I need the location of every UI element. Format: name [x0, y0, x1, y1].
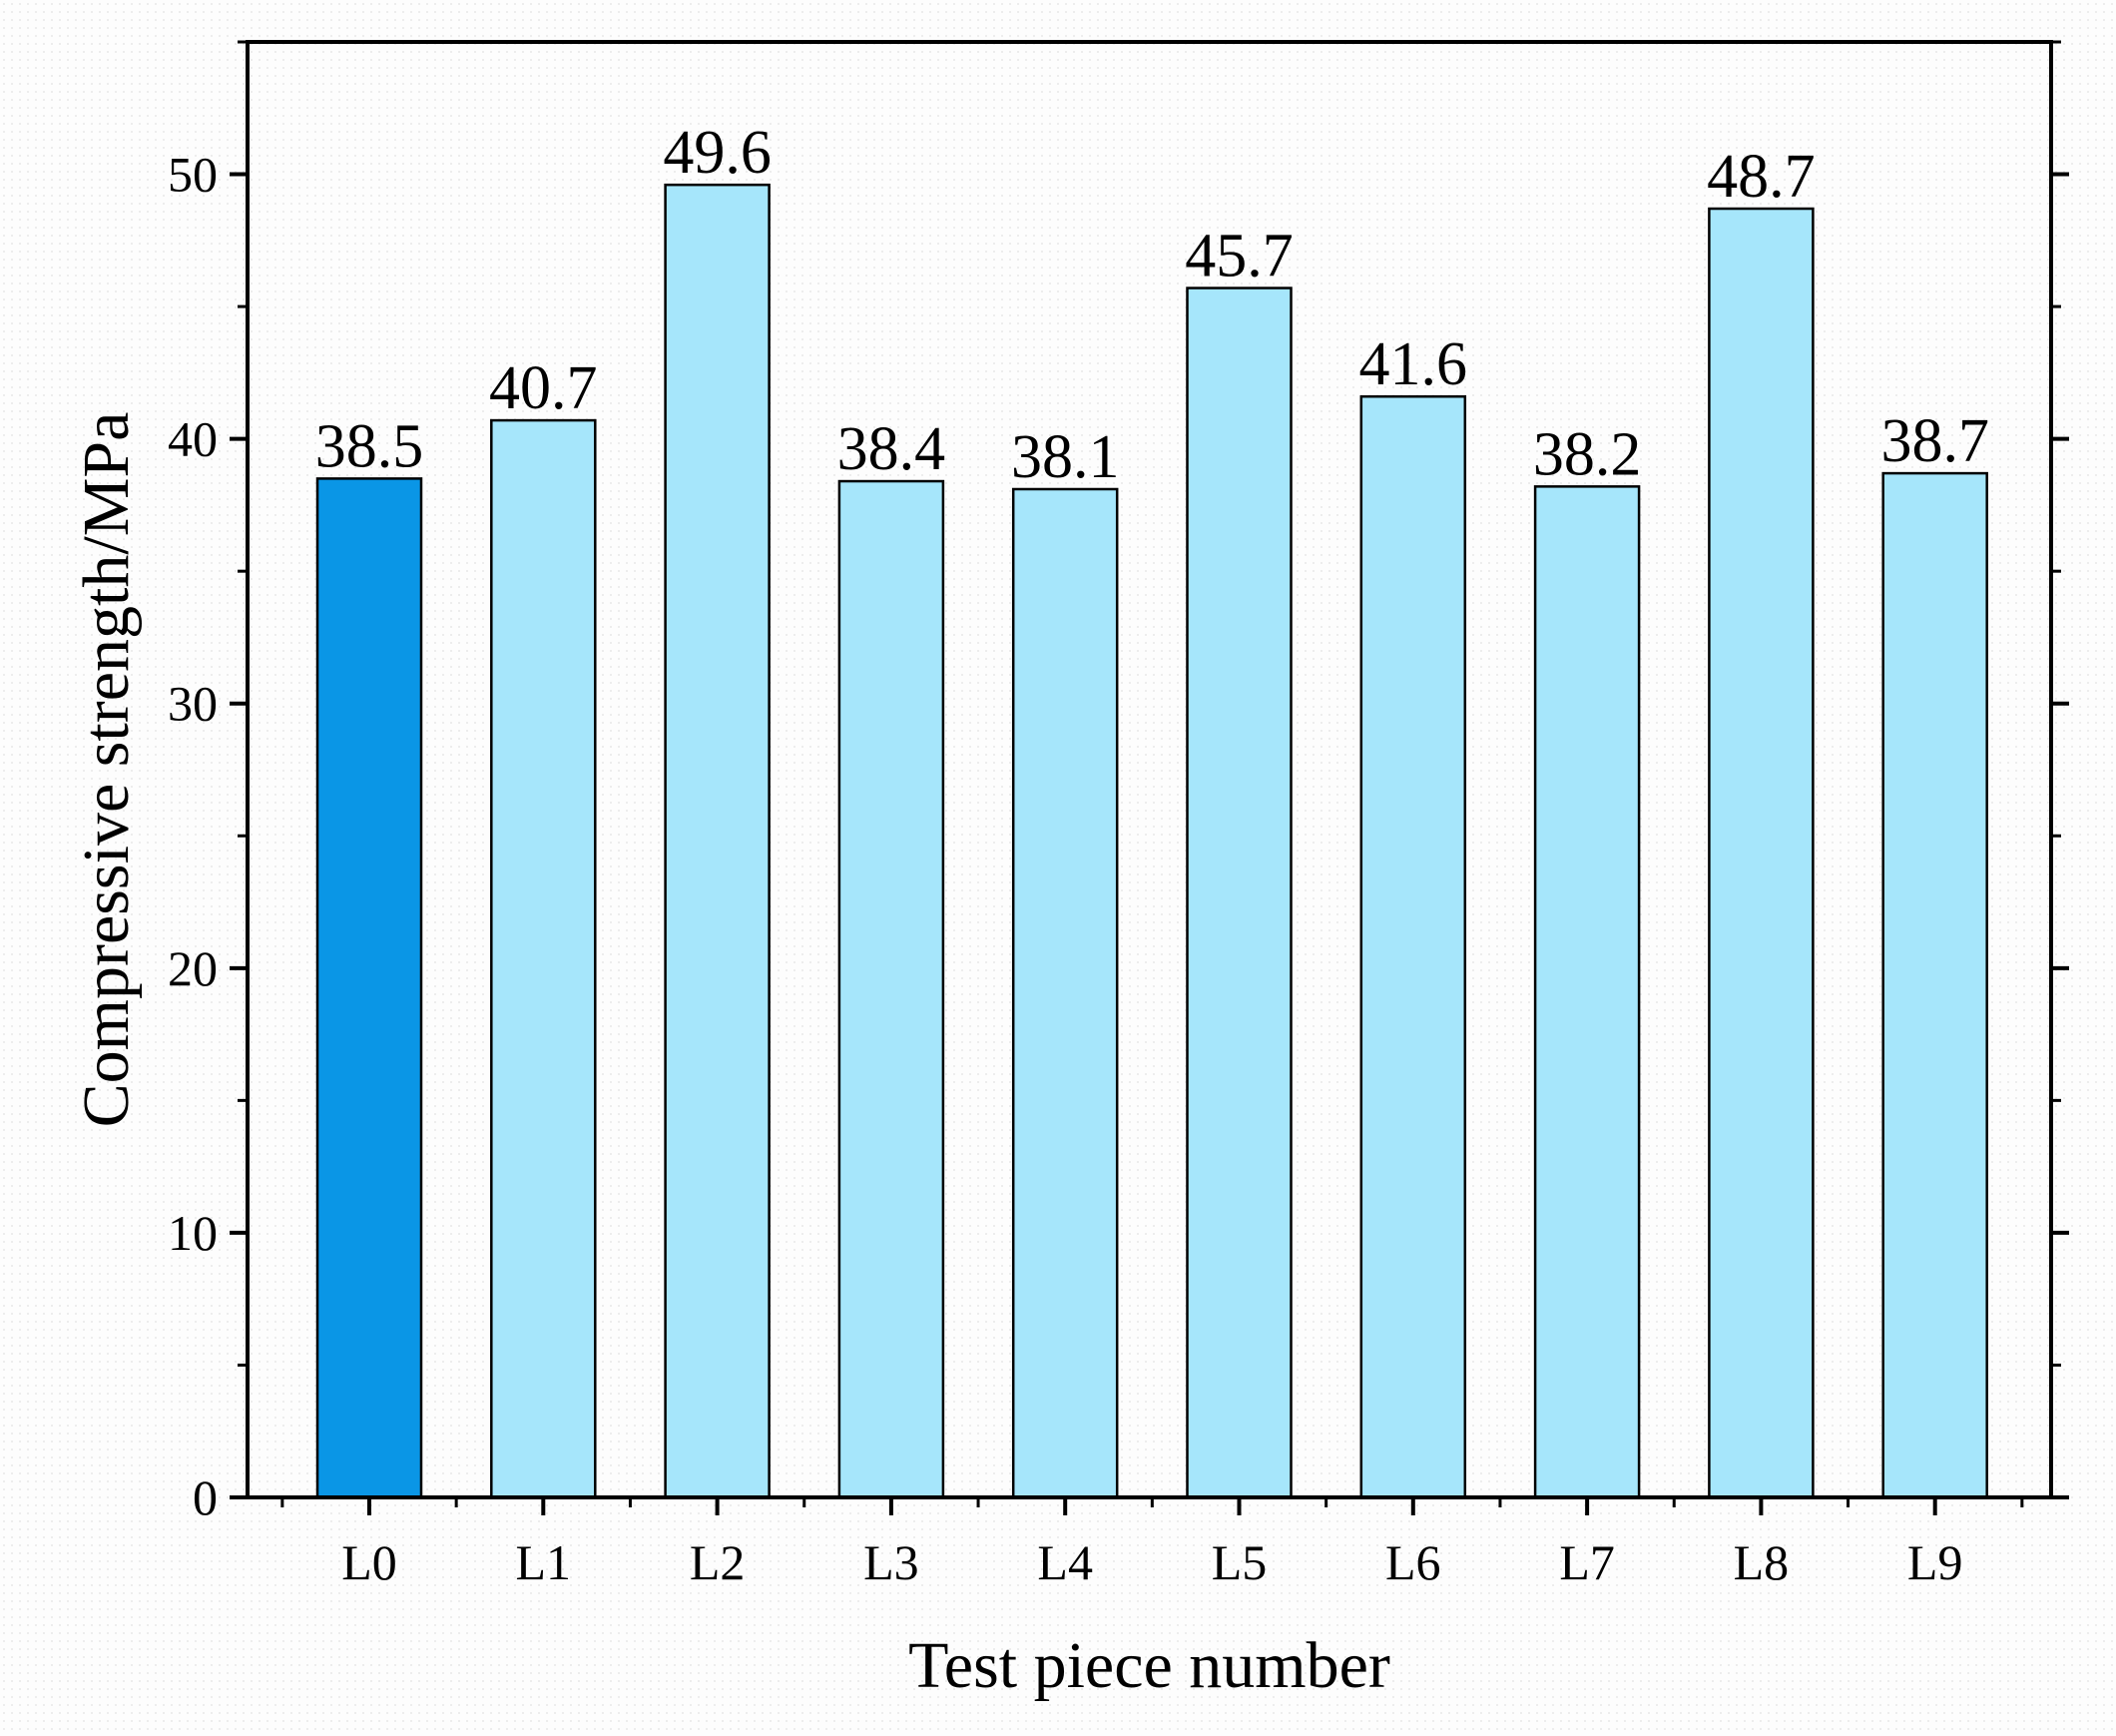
bars-group	[315, 183, 1988, 1499]
bar-l5	[1186, 287, 1293, 1499]
x-tick-label-l9: L9	[1907, 1534, 1963, 1590]
x-tick-label-l1: L1	[516, 1534, 572, 1590]
bar-l0	[315, 477, 423, 1499]
bar-l2	[664, 183, 771, 1499]
x-axis-title: Test piece number	[908, 1629, 1390, 1702]
data-label-l3: 38.4	[837, 415, 946, 483]
data-label-l2: 49.6	[663, 119, 772, 187]
data-label-l8: 48.7	[1707, 143, 1816, 211]
y-tick-label: 30	[168, 676, 218, 732]
x-tick-label-l7: L7	[1559, 1534, 1615, 1590]
x-tick-label-l3: L3	[863, 1534, 919, 1590]
data-label-l6: 41.6	[1359, 330, 1468, 398]
x-tick-label-l0: L0	[341, 1534, 397, 1590]
axes-group: 0 10 20 30 40 50 L0 L1 L2 L3 L4 L5 L6 L7 L8 L9	[168, 40, 2069, 1590]
y-tick-label: 20	[168, 940, 218, 996]
data-labels-group: 38.5 40.7 49.6 38.4 38.1 45.7 41.6 38.2 48.7 38.7	[315, 119, 1989, 491]
data-label-l9: 38.7	[1880, 407, 1989, 475]
bar-l6	[1359, 394, 1467, 1499]
y-axis-title: Compressive strength/MPa	[70, 412, 143, 1128]
data-label-l1: 40.7	[489, 354, 598, 422]
x-tick-label-l4: L4	[1037, 1534, 1093, 1590]
data-label-l7: 38.2	[1533, 420, 1642, 488]
x-tick-label-l5: L5	[1212, 1534, 1268, 1590]
x-tick-label-l8: L8	[1734, 1534, 1790, 1590]
x-tick-label-l6: L6	[1385, 1534, 1441, 1590]
data-label-l5: 45.7	[1185, 223, 1294, 290]
bar-l7	[1533, 485, 1641, 1499]
y-tick-label: 10	[168, 1205, 218, 1261]
y-tick-label: 0	[193, 1469, 218, 1525]
bar-l9	[1881, 471, 1988, 1499]
bar-l1	[490, 418, 597, 1499]
plot-frame	[246, 40, 2053, 1499]
x-tick-label-l2: L2	[690, 1534, 746, 1590]
bar-l3	[837, 479, 945, 1499]
bar-l4	[1011, 487, 1119, 1499]
y-tick-label: 40	[168, 411, 218, 467]
data-label-l0: 38.5	[315, 412, 424, 480]
data-label-l4: 38.1	[1011, 423, 1120, 491]
bar-l8	[1708, 207, 1815, 1499]
y-tick-label: 50	[168, 147, 218, 203]
